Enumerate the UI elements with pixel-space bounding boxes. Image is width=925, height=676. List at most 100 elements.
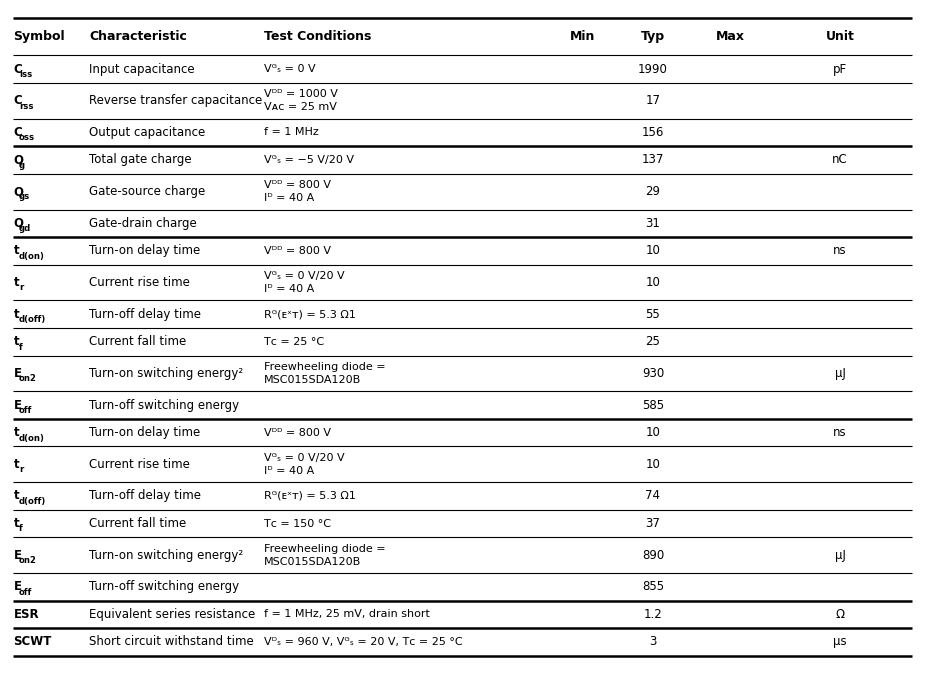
Text: E: E — [13, 549, 21, 562]
Text: 25: 25 — [646, 335, 660, 348]
Text: Max: Max — [715, 30, 745, 43]
Text: t: t — [13, 426, 19, 439]
Text: gs: gs — [18, 193, 31, 201]
Text: Typ: Typ — [641, 30, 665, 43]
Text: E: E — [13, 367, 21, 380]
Text: on2: on2 — [18, 375, 37, 383]
Text: Q: Q — [13, 153, 23, 166]
Text: Iᴰ = 40 A: Iᴰ = 40 A — [265, 284, 314, 294]
Text: Q: Q — [13, 217, 23, 230]
Text: C: C — [13, 126, 22, 139]
Text: Total gate charge: Total gate charge — [89, 153, 191, 166]
Text: Turn-on delay time: Turn-on delay time — [89, 426, 200, 439]
Text: Freewheeling diode =: Freewheeling diode = — [265, 362, 386, 372]
Text: Vᴰᴰ = 800 V: Vᴰᴰ = 800 V — [265, 428, 331, 437]
Text: Turn-on delay time: Turn-on delay time — [89, 244, 200, 258]
Text: ns: ns — [833, 244, 847, 258]
Text: Vᴰᴰ = 1000 V: Vᴰᴰ = 1000 V — [265, 89, 339, 99]
Text: t: t — [13, 308, 19, 320]
Text: 890: 890 — [642, 549, 664, 562]
Text: C: C — [13, 94, 22, 107]
Text: Iᴰ = 40 A: Iᴰ = 40 A — [265, 466, 314, 476]
Text: Ω: Ω — [835, 608, 845, 621]
Text: Vᴰₛ = 960 V, Vᴳₛ = 20 V, Tᴄ = 25 °C: Vᴰₛ = 960 V, Vᴳₛ = 20 V, Tᴄ = 25 °C — [265, 637, 462, 647]
Text: μJ: μJ — [834, 549, 845, 562]
Text: Min: Min — [570, 30, 595, 43]
Text: iss: iss — [18, 70, 32, 79]
Text: Tᴄ = 25 °C: Tᴄ = 25 °C — [265, 337, 325, 347]
Text: Vᴳₛ = 0 V: Vᴳₛ = 0 V — [265, 64, 315, 74]
Text: Vᴰᴰ = 800 V: Vᴰᴰ = 800 V — [265, 246, 331, 256]
Text: 17: 17 — [646, 94, 660, 107]
Text: oss: oss — [18, 133, 35, 142]
Text: t: t — [13, 489, 19, 502]
Text: 930: 930 — [642, 367, 664, 380]
Text: f: f — [18, 343, 22, 352]
Text: g: g — [18, 161, 25, 170]
Text: Q: Q — [13, 185, 23, 198]
Text: 10: 10 — [646, 458, 660, 470]
Text: Current fall time: Current fall time — [89, 517, 186, 530]
Text: 855: 855 — [642, 581, 664, 594]
Text: C: C — [13, 62, 22, 76]
Text: Iᴰ = 40 A: Iᴰ = 40 A — [265, 193, 314, 203]
Text: Output capacitance: Output capacitance — [89, 126, 205, 139]
Text: 55: 55 — [646, 308, 660, 320]
Text: μJ: μJ — [834, 367, 845, 380]
Text: off: off — [18, 406, 32, 415]
Text: Turn-off switching energy: Turn-off switching energy — [89, 581, 240, 594]
Text: μs: μs — [833, 635, 847, 648]
Text: Reverse transfer capacitance: Reverse transfer capacitance — [89, 94, 263, 107]
Text: Characteristic: Characteristic — [89, 30, 187, 43]
Text: Tᴄ = 150 °C: Tᴄ = 150 °C — [265, 518, 331, 529]
Text: on2: on2 — [18, 556, 37, 565]
Text: Current rise time: Current rise time — [89, 458, 190, 470]
Text: t: t — [13, 276, 19, 289]
Text: pF: pF — [833, 62, 847, 76]
Text: t: t — [13, 335, 19, 348]
Text: Vᴳₛ = 0 V/20 V: Vᴳₛ = 0 V/20 V — [265, 453, 345, 463]
Text: Short circuit withstand time: Short circuit withstand time — [89, 635, 253, 648]
Text: MSC015SDA120B: MSC015SDA120B — [265, 375, 362, 385]
Text: Vᴳₛ = 0 V/20 V: Vᴳₛ = 0 V/20 V — [265, 271, 345, 281]
Text: Turn-off delay time: Turn-off delay time — [89, 489, 201, 502]
Text: MSC015SDA120B: MSC015SDA120B — [265, 556, 362, 566]
Text: d(off): d(off) — [18, 497, 46, 506]
Text: Rᴳ(ᴇˣᴛ) = 5.3 Ω1: Rᴳ(ᴇˣᴛ) = 5.3 Ω1 — [265, 309, 356, 319]
Text: Equivalent series resistance: Equivalent series resistance — [89, 608, 255, 621]
Text: Turn-on switching energy²: Turn-on switching energy² — [89, 367, 243, 380]
Text: ESR: ESR — [13, 608, 39, 621]
Text: d(off): d(off) — [18, 315, 46, 324]
Text: gd: gd — [18, 224, 31, 233]
Text: t: t — [13, 244, 19, 258]
Text: Freewheeling diode =: Freewheeling diode = — [265, 544, 386, 554]
Text: Vᴀᴄ = 25 mV: Vᴀᴄ = 25 mV — [265, 102, 337, 112]
Text: SCWT: SCWT — [13, 635, 52, 648]
Text: r: r — [18, 465, 23, 474]
Text: t: t — [13, 458, 19, 470]
Text: Rᴳ(ᴇˣᴛ) = 5.3 Ω1: Rᴳ(ᴇˣᴛ) = 5.3 Ω1 — [265, 491, 356, 501]
Text: ns: ns — [833, 426, 847, 439]
Text: E: E — [13, 581, 21, 594]
Text: Turn-off switching energy: Turn-off switching energy — [89, 399, 240, 412]
Text: 137: 137 — [642, 153, 664, 166]
Text: Gate-drain charge: Gate-drain charge — [89, 217, 197, 230]
Text: rss: rss — [18, 101, 33, 111]
Text: 1.2: 1.2 — [644, 608, 662, 621]
Text: 585: 585 — [642, 399, 664, 412]
Text: 29: 29 — [646, 185, 660, 198]
Text: E: E — [13, 399, 21, 412]
Text: t: t — [13, 517, 19, 530]
Text: off: off — [18, 587, 32, 597]
Text: 74: 74 — [646, 489, 660, 502]
Text: d(on): d(on) — [18, 251, 44, 261]
Text: 10: 10 — [646, 244, 660, 258]
Text: Gate-source charge: Gate-source charge — [89, 185, 205, 198]
Text: Unit: Unit — [826, 30, 855, 43]
Text: Current rise time: Current rise time — [89, 276, 190, 289]
Text: 31: 31 — [646, 217, 660, 230]
Text: 37: 37 — [646, 517, 660, 530]
Text: Test Conditions: Test Conditions — [265, 30, 372, 43]
Text: 1990: 1990 — [638, 62, 668, 76]
Text: Current fall time: Current fall time — [89, 335, 186, 348]
